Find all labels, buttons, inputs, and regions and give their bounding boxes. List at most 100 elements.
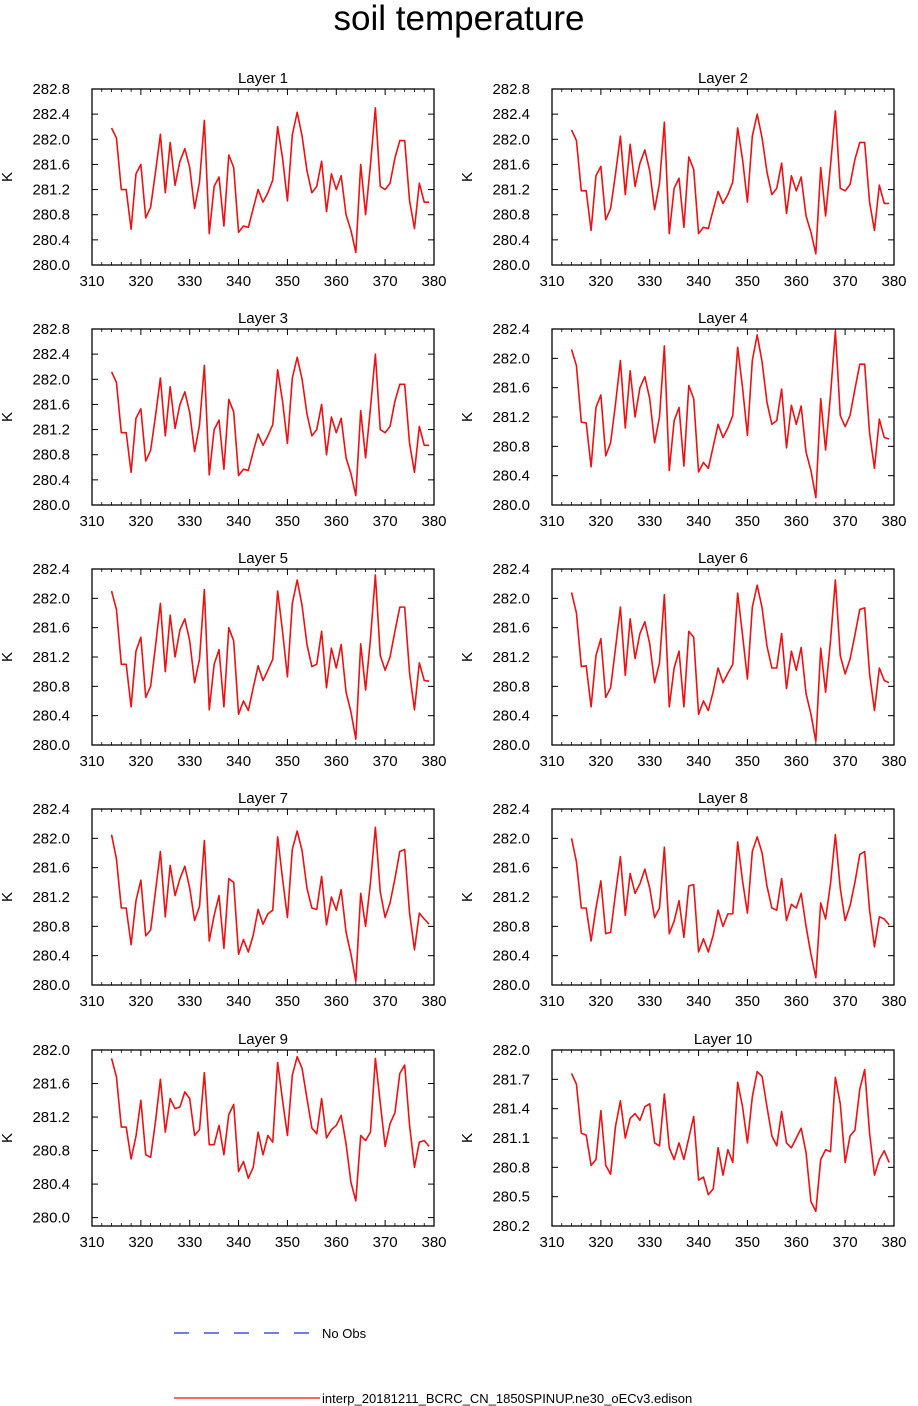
x-tick-label: 340 <box>226 1234 251 1251</box>
x-tick-label: 330 <box>177 273 202 290</box>
x-tick-label: 360 <box>784 1234 809 1251</box>
x-tick-label: 370 <box>373 993 398 1010</box>
x-tick-label: 370 <box>373 513 398 530</box>
panel-4: Layer 4 K 310 320 330 340 350 360 370 380 280.0 280… <box>459 310 907 530</box>
x-tick-label: 330 <box>177 993 202 1010</box>
y-tick-label: 281.6 <box>32 396 70 413</box>
x-tick-label: 370 <box>833 1234 858 1251</box>
x-tick-label: 350 <box>275 753 300 770</box>
y-tick-label: 280.4 <box>32 472 70 489</box>
y-tick-label: 280.4 <box>32 232 70 249</box>
x-tick-label: 380 <box>421 513 446 530</box>
y-tick-label: 280.4 <box>492 708 530 725</box>
y-tick-label: 280.0 <box>32 497 70 514</box>
y-tick-label: 281.6 <box>32 620 70 637</box>
x-tick-label: 380 <box>421 993 446 1010</box>
series-line <box>570 110 890 255</box>
x-tick-label: 370 <box>833 993 858 1010</box>
y-tick-label: 280.0 <box>492 497 530 514</box>
y-tick-label: 280.0 <box>492 257 530 274</box>
y-tick-label: 280.8 <box>32 1143 70 1160</box>
x-tick-label: 340 <box>686 273 711 290</box>
x-tick-label: 360 <box>784 273 809 290</box>
x-tick-label: 360 <box>324 273 349 290</box>
panel-title: Layer 7 <box>238 790 288 807</box>
series-line <box>110 826 430 983</box>
y-axis-label: K <box>0 1133 16 1143</box>
y-tick-label: 281.2 <box>492 409 530 426</box>
x-tick-label: 360 <box>324 1234 349 1251</box>
y-tick-label: 281.2 <box>32 1109 70 1126</box>
legend: No Obs interp_20181211_BCRC_CN_1850SPINU… <box>174 1326 692 1406</box>
y-tick-label: 282.4 <box>492 561 530 578</box>
y-tick-label: 282.4 <box>492 106 530 123</box>
x-tick-label: 310 <box>79 993 104 1010</box>
panel-6: Layer 6 K 310 320 330 340 350 360 370 380 280.0 280… <box>459 550 907 770</box>
y-tick-label: 282.0 <box>492 590 530 607</box>
panels-grid: Layer 1 K 310 320 330 340 350 360 370 380 280.0 280… <box>0 70 907 1251</box>
plot-frame <box>91 1049 435 1227</box>
x-tick-label: 370 <box>373 273 398 290</box>
panel-title: Layer 3 <box>238 310 288 327</box>
x-tick-label: 320 <box>128 1234 153 1251</box>
y-axis-label: K <box>459 412 476 422</box>
x-tick-label: 310 <box>79 513 104 530</box>
y-tick-label: 282.0 <box>492 350 530 367</box>
x-tick-label: 380 <box>421 1234 446 1251</box>
y-tick-label: 280.8 <box>32 678 70 695</box>
x-tick-label: 370 <box>373 753 398 770</box>
y-tick-label: 280.8 <box>492 207 530 224</box>
panel-10: Layer 10 K 310 320 330 340 350 360 370 380 280.2 28… <box>459 1031 907 1251</box>
panel-title: Layer 1 <box>238 70 288 87</box>
x-tick-label: 380 <box>881 513 906 530</box>
x-tick-label: 380 <box>881 1234 906 1251</box>
y-tick-label: 281.6 <box>32 1076 70 1093</box>
x-tick-label: 340 <box>686 753 711 770</box>
x-tick-label: 350 <box>735 513 760 530</box>
x-tick-label: 330 <box>637 513 662 530</box>
y-tick-label: 280.4 <box>32 1176 70 1193</box>
x-tick-label: 370 <box>833 753 858 770</box>
plot-frame <box>551 568 895 746</box>
x-tick-label: 350 <box>735 273 760 290</box>
panel-title: Layer 5 <box>238 550 288 567</box>
y-axis-label: K <box>459 652 476 662</box>
y-tick-label: 280.0 <box>492 737 530 754</box>
y-tick-label: 281.6 <box>32 156 70 173</box>
panel-5: Layer 5 K 310 320 330 340 350 360 370 380 280.0 280… <box>0 550 447 770</box>
x-tick-label: 370 <box>373 1234 398 1251</box>
y-tick-label: 280.8 <box>492 918 530 935</box>
y-tick-label: 282.0 <box>492 830 530 847</box>
panel-8: Layer 8 K 310 320 330 340 350 360 370 380 280.0 280… <box>459 790 907 1010</box>
y-tick-label: 280.8 <box>492 1159 530 1176</box>
y-tick-label: 280.4 <box>492 948 530 965</box>
x-tick-label: 330 <box>177 513 202 530</box>
y-tick-label: 282.0 <box>32 590 70 607</box>
y-tick-label: 282.4 <box>492 801 530 818</box>
x-tick-label: 380 <box>881 993 906 1010</box>
x-tick-label: 380 <box>421 273 446 290</box>
y-tick-label: 281.2 <box>32 422 70 439</box>
x-tick-label: 330 <box>637 753 662 770</box>
y-tick-label: 280.0 <box>32 977 70 994</box>
y-tick-label: 280.8 <box>492 438 530 455</box>
y-tick-label: 280.0 <box>32 257 70 274</box>
y-tick-label: 281.4 <box>492 1101 530 1118</box>
y-tick-label: 282.0 <box>32 371 70 388</box>
y-tick-label: 282.0 <box>32 830 70 847</box>
x-tick-label: 360 <box>324 993 349 1010</box>
y-tick-label: 281.6 <box>32 860 70 877</box>
plot-frame <box>551 808 895 986</box>
y-tick-label: 280.0 <box>32 737 70 754</box>
x-tick-label: 350 <box>275 1234 300 1251</box>
series-line <box>570 833 890 979</box>
y-tick-label: 281.6 <box>492 380 530 397</box>
y-tick-label: 280.4 <box>32 708 70 725</box>
x-tick-label: 320 <box>588 993 613 1010</box>
y-tick-label: 282.4 <box>32 346 70 363</box>
y-tick-label: 282.8 <box>32 321 70 338</box>
y-tick-label: 280.2 <box>492 1218 530 1235</box>
x-tick-label: 360 <box>784 513 809 530</box>
x-tick-label: 370 <box>833 273 858 290</box>
